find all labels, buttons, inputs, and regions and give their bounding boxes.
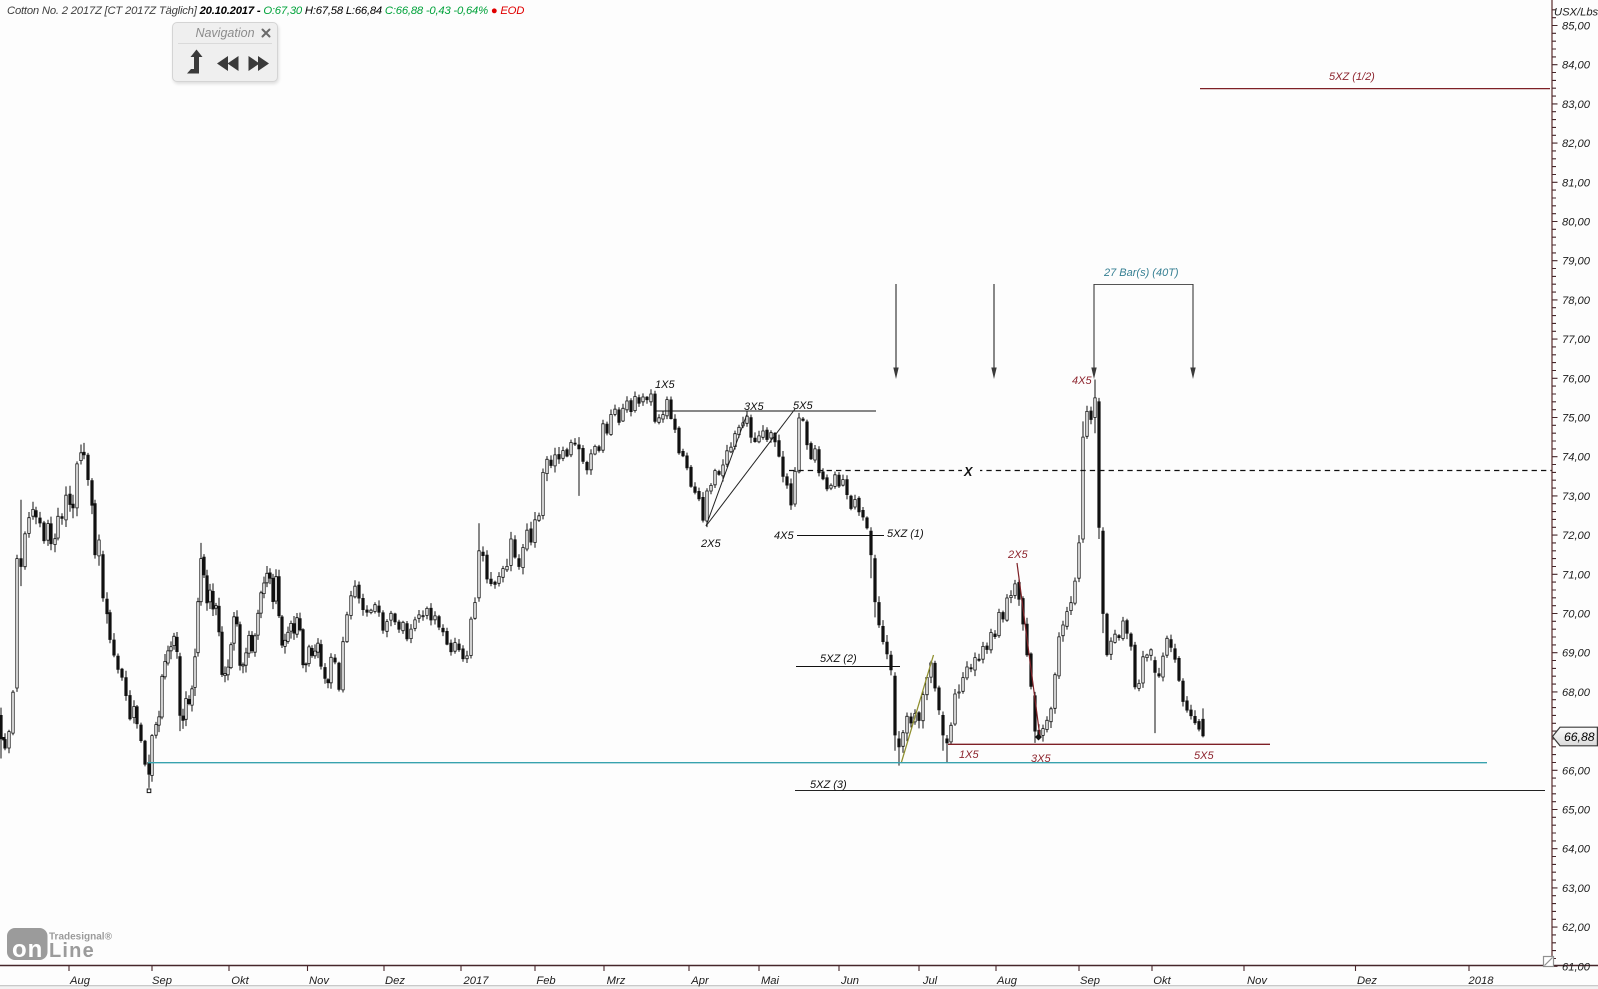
svg-text:3X5: 3X5 xyxy=(744,401,764,413)
svg-text:Aug: Aug xyxy=(996,975,1018,987)
svg-text:1X5: 1X5 xyxy=(655,379,675,391)
svg-text:Mrz: Mrz xyxy=(607,975,626,987)
svg-text:70,00: 70,00 xyxy=(1562,609,1591,621)
svg-text:3X5: 3X5 xyxy=(1031,753,1051,765)
svg-text:Feb: Feb xyxy=(536,975,555,987)
svg-text:5XZ (1): 5XZ (1) xyxy=(887,528,924,540)
svg-text:63,00: 63,00 xyxy=(1562,883,1591,895)
svg-text:68,00: 68,00 xyxy=(1562,687,1591,699)
svg-text:Nov: Nov xyxy=(1247,975,1268,987)
svg-text:Sep: Sep xyxy=(152,975,172,987)
svg-text:4X5: 4X5 xyxy=(774,530,794,542)
svg-text:82,00: 82,00 xyxy=(1562,138,1591,150)
svg-text:2X5: 2X5 xyxy=(700,538,721,550)
svg-text:62,00: 62,00 xyxy=(1562,922,1591,934)
svg-text:72,00: 72,00 xyxy=(1562,530,1591,542)
svg-text:Okt: Okt xyxy=(1153,975,1171,987)
svg-text:73,00: 73,00 xyxy=(1562,491,1591,503)
svg-text:Okt: Okt xyxy=(231,975,249,987)
svg-text:81,00: 81,00 xyxy=(1562,177,1591,189)
svg-text:61,00: 61,00 xyxy=(1562,961,1591,973)
svg-text:2X5: 2X5 xyxy=(1007,549,1028,561)
svg-text:79,00: 79,00 xyxy=(1562,256,1591,268)
svg-text:Dez: Dez xyxy=(1357,975,1377,987)
svg-text:X: X xyxy=(963,465,974,479)
svg-text:5XZ (1/2): 5XZ (1/2) xyxy=(1329,71,1375,83)
svg-text:5X5: 5X5 xyxy=(1194,750,1214,762)
svg-text:71,00: 71,00 xyxy=(1562,569,1591,581)
svg-text:66,00: 66,00 xyxy=(1562,765,1591,777)
svg-text:on: on xyxy=(12,936,43,962)
svg-text:66,88: 66,88 xyxy=(1564,730,1595,744)
svg-text:Tradesignal®: Tradesignal® xyxy=(49,932,113,943)
svg-text:Apr: Apr xyxy=(690,975,710,987)
svg-text:4X5: 4X5 xyxy=(1072,375,1092,387)
svg-text:80,00: 80,00 xyxy=(1562,217,1591,229)
svg-text:Jul: Jul xyxy=(922,975,938,987)
svg-text:Nov: Nov xyxy=(309,975,330,987)
svg-text:74,00: 74,00 xyxy=(1562,452,1591,464)
svg-text:64,00: 64,00 xyxy=(1562,844,1591,856)
svg-text:84,00: 84,00 xyxy=(1562,60,1591,72)
svg-text:69,00: 69,00 xyxy=(1562,648,1591,660)
svg-text:5X5: 5X5 xyxy=(793,400,813,412)
svg-text:85,00: 85,00 xyxy=(1562,21,1591,33)
svg-text:5XZ (2): 5XZ (2) xyxy=(820,653,857,665)
svg-text:USX/Lbs: USX/Lbs xyxy=(1554,7,1598,19)
svg-text:Line: Line xyxy=(49,940,95,962)
svg-text:1X5: 1X5 xyxy=(959,749,979,761)
svg-text:65,00: 65,00 xyxy=(1562,805,1591,817)
svg-text:Mai: Mai xyxy=(761,975,780,987)
svg-text:83,00: 83,00 xyxy=(1562,99,1591,111)
svg-text:Aug: Aug xyxy=(69,975,91,987)
svg-text:77,00: 77,00 xyxy=(1562,334,1591,346)
svg-text:2017: 2017 xyxy=(463,975,490,987)
svg-text:Sep: Sep xyxy=(1080,975,1100,987)
svg-text:78,00: 78,00 xyxy=(1562,295,1591,307)
svg-text:75,00: 75,00 xyxy=(1562,413,1591,425)
svg-text:Dez: Dez xyxy=(385,975,405,987)
svg-text:5XZ (3): 5XZ (3) xyxy=(810,779,847,791)
svg-text:Jun: Jun xyxy=(840,975,859,987)
svg-text:27 Bar(s) (40T): 27 Bar(s) (40T) xyxy=(1103,267,1179,279)
svg-text:2018: 2018 xyxy=(1468,975,1495,987)
svg-text:76,00: 76,00 xyxy=(1562,373,1591,385)
